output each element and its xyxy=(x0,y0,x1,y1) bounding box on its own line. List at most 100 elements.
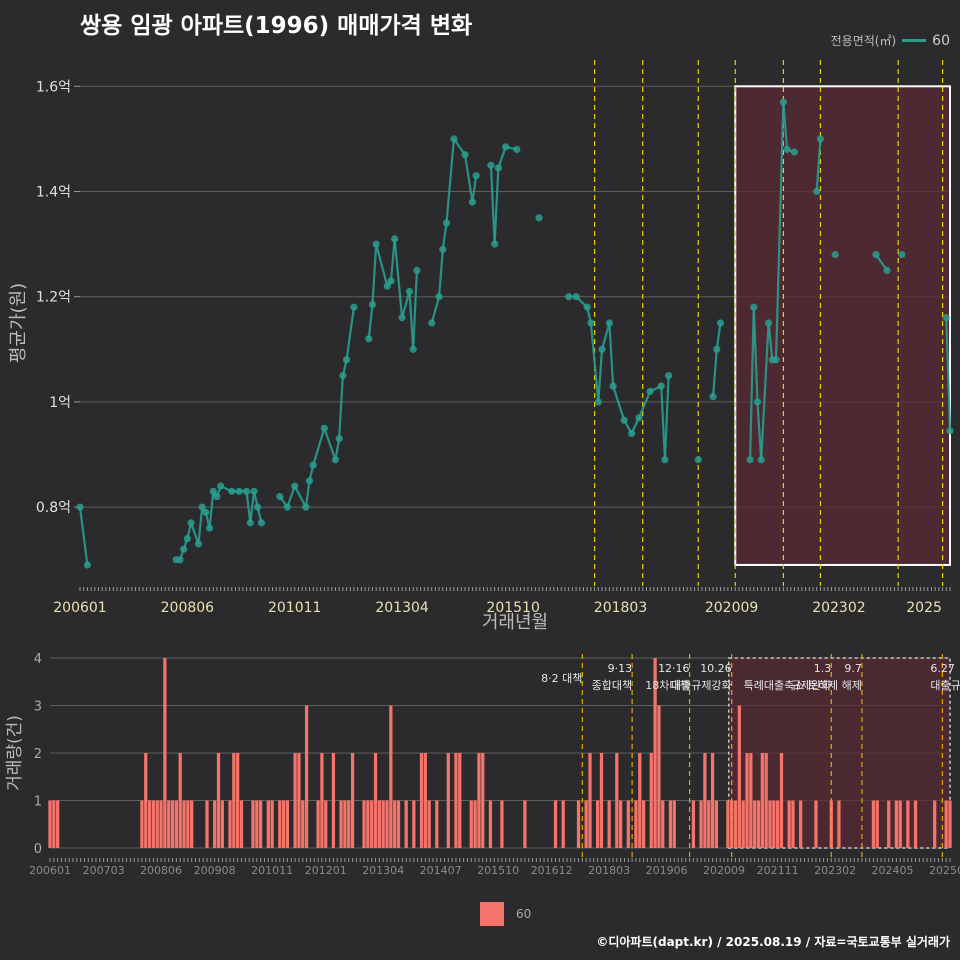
event-annotation: 대출규 xyxy=(930,679,960,692)
source-credit: ©디아파트(dapt.kr) / 2025.08.19 / 자료=국토교통부 실… xyxy=(596,935,950,949)
volume-bar xyxy=(653,658,657,848)
x-tick-label: 202302 xyxy=(812,600,865,616)
legend-bottom: 60 xyxy=(480,902,531,926)
volume-bar xyxy=(236,753,240,848)
price-point xyxy=(76,503,84,511)
price-point xyxy=(565,293,573,301)
price-point xyxy=(709,393,717,401)
x2-tick-label: 202302 xyxy=(814,864,856,877)
volume-bar xyxy=(435,800,439,848)
legend-bar-swatch xyxy=(480,902,504,926)
price-point xyxy=(250,487,258,495)
price-line-segment xyxy=(78,506,89,566)
price-point xyxy=(535,214,543,222)
price-line-segment xyxy=(711,349,718,397)
event-annotation: 종합대책 xyxy=(592,679,632,692)
x2-tick-label: 200908 xyxy=(194,864,236,877)
price-line-segment xyxy=(782,101,789,150)
x2-tick-label: 202111 xyxy=(757,864,799,877)
volume-bar xyxy=(151,800,156,848)
price-point xyxy=(946,427,954,435)
volume-bar xyxy=(913,800,918,848)
x2-tick-label: 201612 xyxy=(531,864,573,877)
y2-tick-label: 1 xyxy=(34,795,42,810)
volume-bar xyxy=(178,753,182,848)
event-annotation: 6.27 xyxy=(930,662,955,675)
volume-bar xyxy=(140,800,144,848)
price-line-segment xyxy=(945,317,952,431)
volume-bar xyxy=(174,800,179,848)
price-point xyxy=(257,519,266,527)
event-annotation: 8·2 대책 xyxy=(541,672,582,685)
volume-bar xyxy=(396,800,401,848)
volume-bar xyxy=(170,800,175,848)
x2-tick-label: 201906 xyxy=(646,864,688,877)
price-line-segment xyxy=(323,427,337,461)
x-tick-label: 201510 xyxy=(486,600,539,616)
price-point xyxy=(213,492,221,501)
price-point xyxy=(428,319,436,327)
price-point xyxy=(387,277,395,285)
x-tick-label: 201304 xyxy=(375,600,429,616)
volume-bar xyxy=(220,800,224,848)
volume-bar xyxy=(56,800,60,848)
x2-tick-label: 201510 xyxy=(477,864,519,877)
volume-bar xyxy=(167,800,171,848)
volume-bar xyxy=(599,753,604,848)
x2-tick-label: 202508 xyxy=(929,864,960,877)
price-line-segment xyxy=(445,138,456,224)
price-point xyxy=(309,461,317,469)
price-point xyxy=(646,387,654,395)
price-point xyxy=(898,251,906,259)
price-point xyxy=(757,456,765,464)
volume-bar xyxy=(753,800,757,848)
volume-bar xyxy=(163,658,167,848)
price-line-segment xyxy=(760,322,770,460)
price-point xyxy=(694,456,702,464)
price-line-segment xyxy=(190,522,200,545)
volume-bar xyxy=(776,800,780,848)
price-point xyxy=(413,266,421,274)
price-point xyxy=(335,435,343,443)
price-point xyxy=(594,398,602,406)
volume-bar xyxy=(205,800,209,848)
price-point xyxy=(246,519,254,527)
volume-bar xyxy=(596,800,600,848)
volume-bar xyxy=(251,800,255,848)
volume-bar xyxy=(707,800,711,848)
price-point xyxy=(779,98,788,106)
price-point xyxy=(342,356,351,364)
volume-bar xyxy=(500,800,504,848)
price-point xyxy=(620,416,628,424)
price-point xyxy=(598,345,606,353)
price-line-segment xyxy=(345,307,356,360)
volume-bar xyxy=(347,800,351,848)
price-point xyxy=(587,319,595,327)
event-annotation: 특례대출축소 토허제 해제 xyxy=(744,678,862,692)
price-line-segment xyxy=(815,138,822,192)
event-annotation: 9·13 xyxy=(608,662,633,675)
volume-bar xyxy=(350,753,355,848)
price-point xyxy=(176,556,184,564)
volume-bar xyxy=(871,800,876,848)
volume-bar xyxy=(691,800,696,848)
volume-bar xyxy=(779,753,784,848)
price-point xyxy=(398,314,406,322)
y2-tick-label: 0 xyxy=(34,842,42,857)
price-line-segment xyxy=(338,375,344,439)
volume-bar xyxy=(588,753,592,848)
price-line-segment xyxy=(371,244,378,305)
price-line-segment xyxy=(393,238,404,318)
price-point xyxy=(187,519,195,527)
price-line-segment xyxy=(752,307,759,402)
y-axis-title: 평균가(원) xyxy=(8,283,29,363)
price-line-segment xyxy=(612,385,626,421)
price-line-segment xyxy=(430,296,441,324)
volume-bar xyxy=(423,753,427,848)
legend-top: 전용면적(㎡) 60 xyxy=(831,32,950,49)
price-point xyxy=(350,303,358,311)
price-line-segment xyxy=(249,491,256,524)
price-line-segment xyxy=(497,146,507,169)
volume-bar xyxy=(561,800,565,848)
volume-bar xyxy=(887,800,891,848)
